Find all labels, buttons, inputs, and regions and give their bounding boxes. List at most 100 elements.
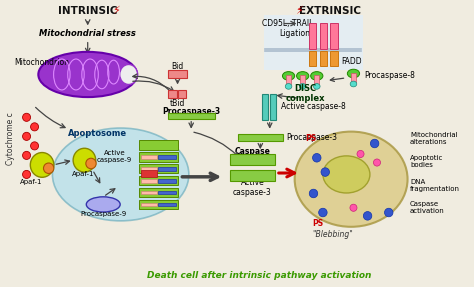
Bar [158,191,176,194]
Text: Procaspase-8: Procaspase-8 [364,71,415,80]
Text: Caspase
cascade: Caspase cascade [235,147,270,166]
Text: Procaspase-9: Procaspase-9 [80,211,127,217]
Bar [141,155,157,159]
Bar [139,176,178,185]
Text: DNA
fragmentation: DNA fragmentation [410,179,460,192]
Text: ⚡: ⚡ [295,6,303,16]
Bar [141,179,157,183]
Bar [238,134,283,141]
Circle shape [30,123,38,131]
Text: "Blebbing": "Blebbing" [312,230,353,239]
Text: Active
caspase-3: Active caspase-3 [233,178,272,197]
Bar [158,179,176,183]
Text: Apaf-1: Apaf-1 [20,179,43,185]
Bar [168,113,215,119]
Ellipse shape [313,84,320,89]
Bar [230,154,275,165]
Bar [264,15,363,70]
Circle shape [23,132,30,140]
Bar [141,167,157,171]
Bar [141,203,157,206]
Ellipse shape [86,197,120,212]
Bar [262,94,268,120]
Text: Mitochondrial
alterations: Mitochondrial alterations [410,132,457,145]
Circle shape [319,208,327,217]
Ellipse shape [30,153,54,177]
Ellipse shape [86,158,96,169]
Text: Mitochondrion: Mitochondrion [14,58,69,67]
Circle shape [321,168,329,176]
Ellipse shape [350,81,357,87]
Ellipse shape [73,148,96,172]
Text: Bid: Bid [171,62,183,71]
Text: Ligation: Ligation [279,29,310,38]
Text: Mitochondrial stress: Mitochondrial stress [39,29,136,38]
Text: Active caspase-8: Active caspase-8 [281,102,346,111]
Circle shape [309,189,318,198]
Bar [141,170,157,177]
Bar [270,94,276,120]
Bar [309,51,316,66]
Bar [168,90,177,98]
Circle shape [384,208,393,217]
Text: Apaf-1: Apaf-1 [72,171,94,177]
Text: Procaspase-3: Procaspase-3 [162,107,220,116]
Text: Active
caspase-9: Active caspase-9 [97,150,132,163]
Circle shape [370,139,379,148]
Bar [351,73,356,82]
Bar [319,51,327,66]
Text: Cytochrome c: Cytochrome c [6,113,15,165]
Bar [230,170,275,181]
Ellipse shape [285,84,292,89]
Text: tBid: tBid [169,98,185,108]
Circle shape [30,142,38,150]
Ellipse shape [310,72,323,80]
Ellipse shape [283,72,295,80]
Bar [158,167,176,171]
Bar [139,140,178,150]
Bar [314,75,319,84]
Text: DISC
complex: DISC complex [286,84,325,103]
Text: CD95L, TRAIL: CD95L, TRAIL [262,19,313,28]
Circle shape [312,154,321,162]
Text: Caspase
activation: Caspase activation [410,201,445,214]
Text: ⚡: ⚡ [112,6,120,16]
Circle shape [23,170,30,179]
Bar [309,23,316,49]
Ellipse shape [300,84,306,89]
Bar [319,23,327,49]
Bar [330,23,338,49]
Circle shape [23,113,30,121]
Bar [330,51,338,66]
Ellipse shape [53,128,189,221]
Ellipse shape [38,52,137,97]
Text: INTRINSIC: INTRINSIC [58,6,118,16]
Text: Procaspase-3: Procaspase-3 [287,133,337,142]
Circle shape [23,151,30,160]
Circle shape [374,159,381,166]
Bar [168,70,187,78]
Text: EXTRINSIC: EXTRINSIC [299,6,361,16]
Text: PS: PS [313,219,324,228]
Bar [139,152,178,162]
Text: Apoptotic
bodies: Apoptotic bodies [410,155,443,168]
Ellipse shape [323,156,370,193]
Ellipse shape [347,69,360,78]
Circle shape [364,212,372,220]
Bar [178,90,186,98]
Text: PS: PS [306,134,317,143]
Bar [158,155,176,159]
Circle shape [357,150,364,158]
Text: FADD: FADD [342,57,362,66]
Bar [139,164,178,173]
Circle shape [350,204,357,211]
Text: Apoptosome: Apoptosome [68,129,127,139]
Bar [286,75,291,84]
Bar [139,188,178,197]
Bar [158,203,176,206]
Ellipse shape [295,132,408,227]
Ellipse shape [44,163,54,173]
Bar [139,200,178,209]
Circle shape [30,161,38,169]
Text: Death cell after intrinsic pathway activation: Death cell after intrinsic pathway activ… [147,271,372,280]
